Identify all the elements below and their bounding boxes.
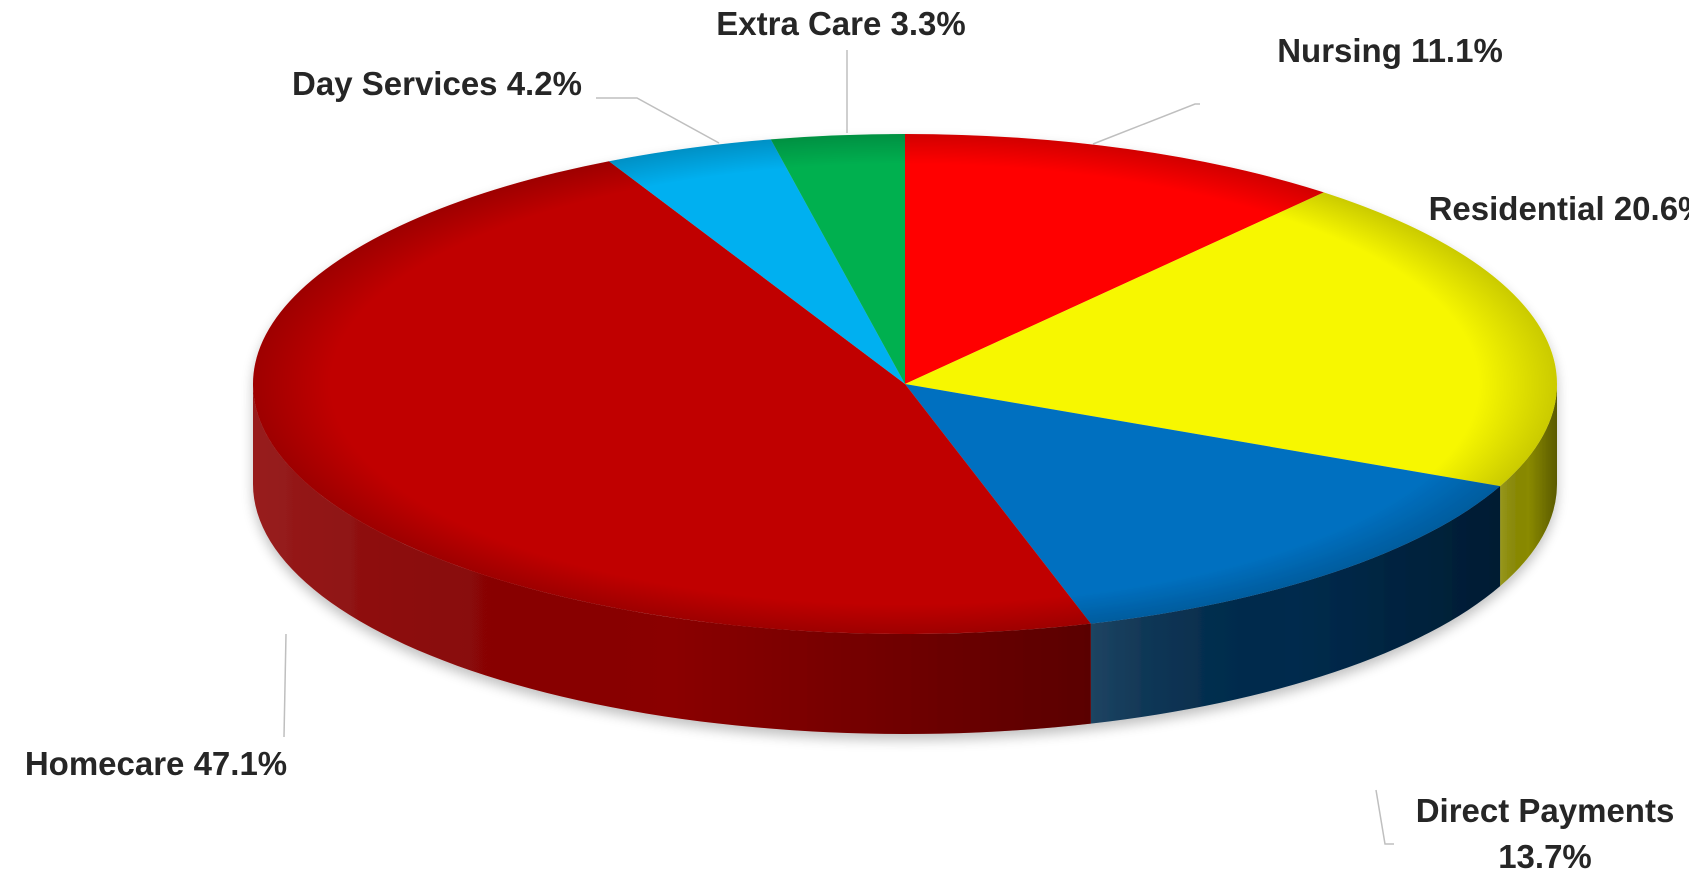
slice-labels: Nursing 11.1% Residential 20.6% Direct Pay… [25,5,1689,875]
pie-side-shade-homecare [253,384,1091,734]
slice-label-day-services: Day Services 4.2% [292,65,582,102]
leader-line-nursing [1092,103,1200,145]
slice-label-homecare: Homecare 47.1% [25,745,287,782]
leader-line-homecare [283,633,287,738]
slice-label-extra-care: Extra Care 3.3% [716,5,965,42]
pie-slices [253,134,1557,634]
leader-line-direct-payments [1375,789,1394,845]
slice-label-nursing: Nursing 11.1% [1277,32,1503,69]
slice-label-residential: Residential 20.6% [1429,190,1689,227]
leader-line-day-services [596,97,720,144]
slice-label-line: 13.7% [1498,838,1592,875]
leader-lines [283,50,1394,845]
slice-label-line: Direct Payments [1416,792,1675,829]
pie-body [253,134,1557,734]
slice-label-direct-payments: Direct Payments 13.7% [1416,792,1675,875]
